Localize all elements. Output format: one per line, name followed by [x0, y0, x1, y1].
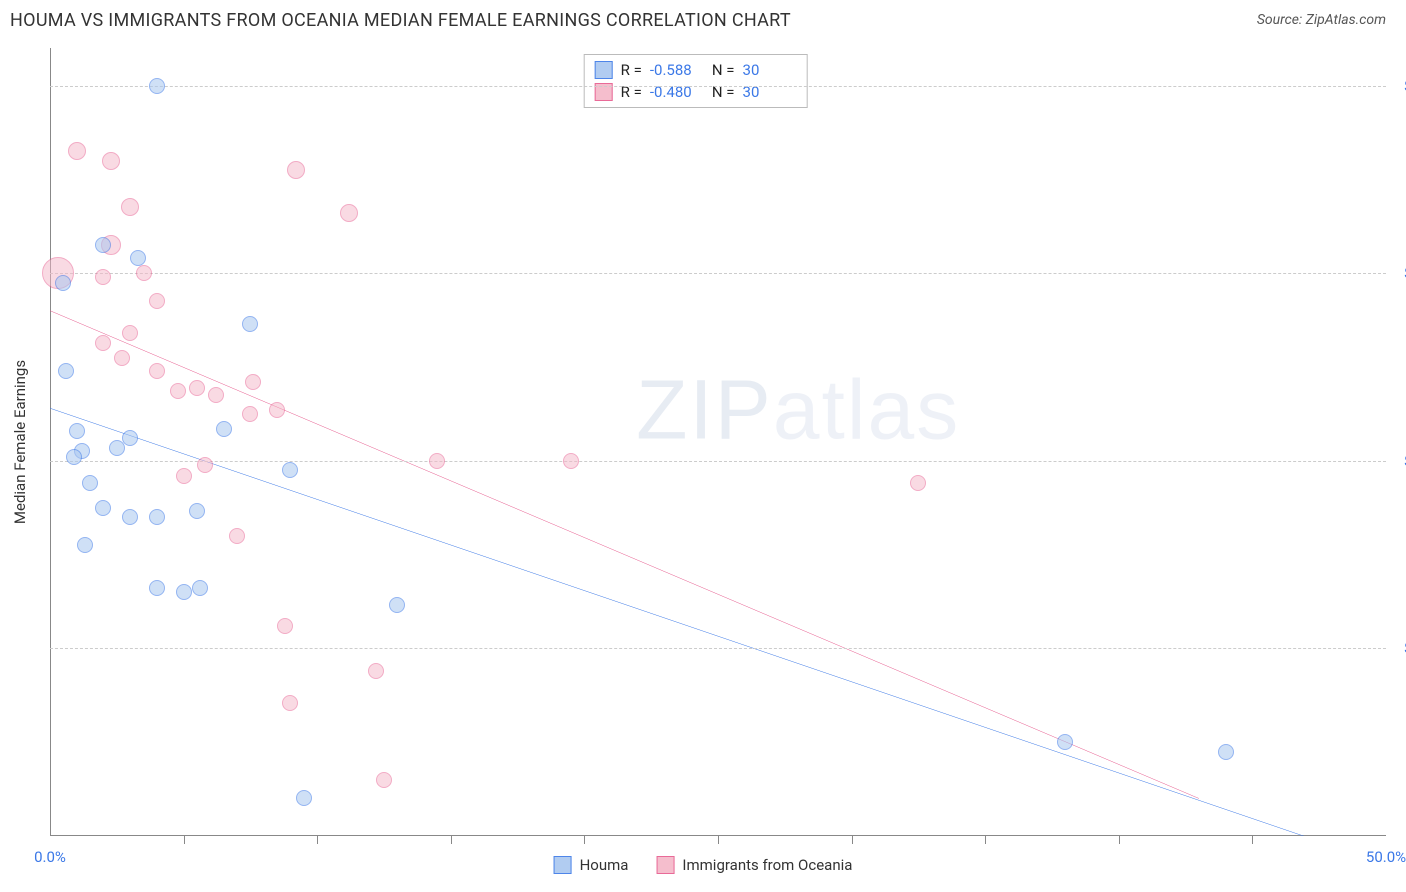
data-point-blue [66, 449, 82, 465]
data-point-pink [121, 198, 139, 216]
data-point-pink [563, 453, 579, 469]
data-point-pink [229, 528, 245, 544]
data-point-pink [368, 663, 384, 679]
x-tick [451, 836, 452, 844]
legend-label-pink: Immigrants from Oceania [682, 856, 852, 874]
legend-item-pink: Immigrants from Oceania [656, 856, 852, 874]
swatch-pink-icon [656, 856, 674, 874]
x-tick [317, 836, 318, 844]
data-point-pink [114, 350, 130, 366]
data-point-blue [95, 500, 111, 516]
data-point-blue [1218, 744, 1234, 760]
data-point-pink [429, 453, 445, 469]
data-point-blue [122, 509, 138, 525]
data-point-blue [130, 250, 146, 266]
data-point-blue [296, 790, 312, 806]
x-tick [718, 836, 719, 844]
x-tick [852, 836, 853, 844]
watermark: ZIPatlas [636, 362, 960, 459]
data-point-pink [910, 475, 926, 491]
plot-region: ZIPatlas R = -0.588 N = 30 R = -0.480 N … [50, 48, 1386, 836]
swatch-blue-icon [554, 856, 572, 874]
y-tick-label: $40,000 [1392, 264, 1406, 282]
data-point-pink [122, 325, 138, 341]
data-point-blue [69, 423, 85, 439]
data-point-pink [269, 402, 285, 418]
trend-lines [50, 48, 1386, 836]
data-point-pink [245, 374, 261, 390]
y-axis-line [50, 48, 51, 836]
x-tick [1252, 836, 1253, 844]
trend-line-pink [50, 311, 1199, 799]
data-point-pink [176, 468, 192, 484]
data-point-blue [58, 363, 74, 379]
swatch-blue [595, 61, 613, 79]
gridline [50, 86, 1386, 87]
data-point-blue [55, 275, 71, 291]
data-point-blue [216, 421, 232, 437]
data-point-pink [170, 383, 186, 399]
x-min-label: 0.0% [34, 848, 66, 866]
data-point-pink [95, 335, 111, 351]
data-point-blue [189, 503, 205, 519]
source-label: Source: ZipAtlas.com [1257, 12, 1386, 28]
legend-item-blue: Houma [554, 856, 629, 874]
data-point-blue [192, 580, 208, 596]
data-point-pink [189, 380, 205, 396]
data-point-pink [95, 269, 111, 285]
x-tick [584, 836, 585, 844]
data-point-blue [149, 78, 165, 94]
gridline [50, 648, 1386, 649]
legend-row-blue: R = -0.588 N = 30 [595, 59, 797, 81]
gridline [50, 273, 1386, 274]
x-tick [184, 836, 185, 844]
data-point-blue [122, 430, 138, 446]
legend-row-pink: R = -0.480 N = 30 [595, 81, 797, 103]
y-axis-label: Median Female Earnings [11, 360, 29, 524]
data-point-blue [95, 237, 111, 253]
data-point-pink [242, 406, 258, 422]
series-legend: Houma Immigrants from Oceania [554, 856, 853, 874]
y-tick-label: $20,000 [1392, 639, 1406, 657]
data-point-pink [149, 293, 165, 309]
chart-area: Median Female Earnings ZIPatlas R = -0.5… [50, 48, 1386, 836]
data-point-pink [149, 363, 165, 379]
data-point-pink [376, 772, 392, 788]
data-point-pink [208, 387, 224, 403]
data-point-blue [282, 462, 298, 478]
data-point-pink [136, 265, 152, 281]
x-tick [1119, 836, 1120, 844]
data-point-blue [176, 584, 192, 600]
r-value-blue: -0.588 [650, 61, 704, 79]
data-point-blue [149, 580, 165, 596]
data-point-blue [82, 475, 98, 491]
gridline [50, 461, 1386, 462]
data-point-pink [287, 161, 305, 179]
data-point-pink [102, 152, 120, 170]
data-point-blue [77, 537, 93, 553]
legend-label-blue: Houma [580, 856, 629, 874]
data-point-pink [68, 142, 86, 160]
trend-line-blue [50, 408, 1386, 836]
x-max-label: 50.0% [1366, 848, 1406, 866]
y-tick-label: $30,000 [1392, 452, 1406, 470]
chart-title: HOUMA VS IMMIGRANTS FROM OCEANIA MEDIAN … [10, 10, 791, 31]
data-point-blue [149, 509, 165, 525]
correlation-legend: R = -0.588 N = 30 R = -0.480 N = 30 [584, 54, 808, 108]
data-point-pink [282, 695, 298, 711]
x-tick [985, 836, 986, 844]
data-point-blue [242, 316, 258, 332]
data-point-pink [197, 457, 213, 473]
n-value-blue: 30 [743, 61, 797, 79]
data-point-pink [277, 618, 293, 634]
data-point-blue [1057, 734, 1073, 750]
data-point-blue [389, 597, 405, 613]
data-point-pink [340, 204, 358, 222]
y-tick-label: $50,000 [1392, 77, 1406, 95]
